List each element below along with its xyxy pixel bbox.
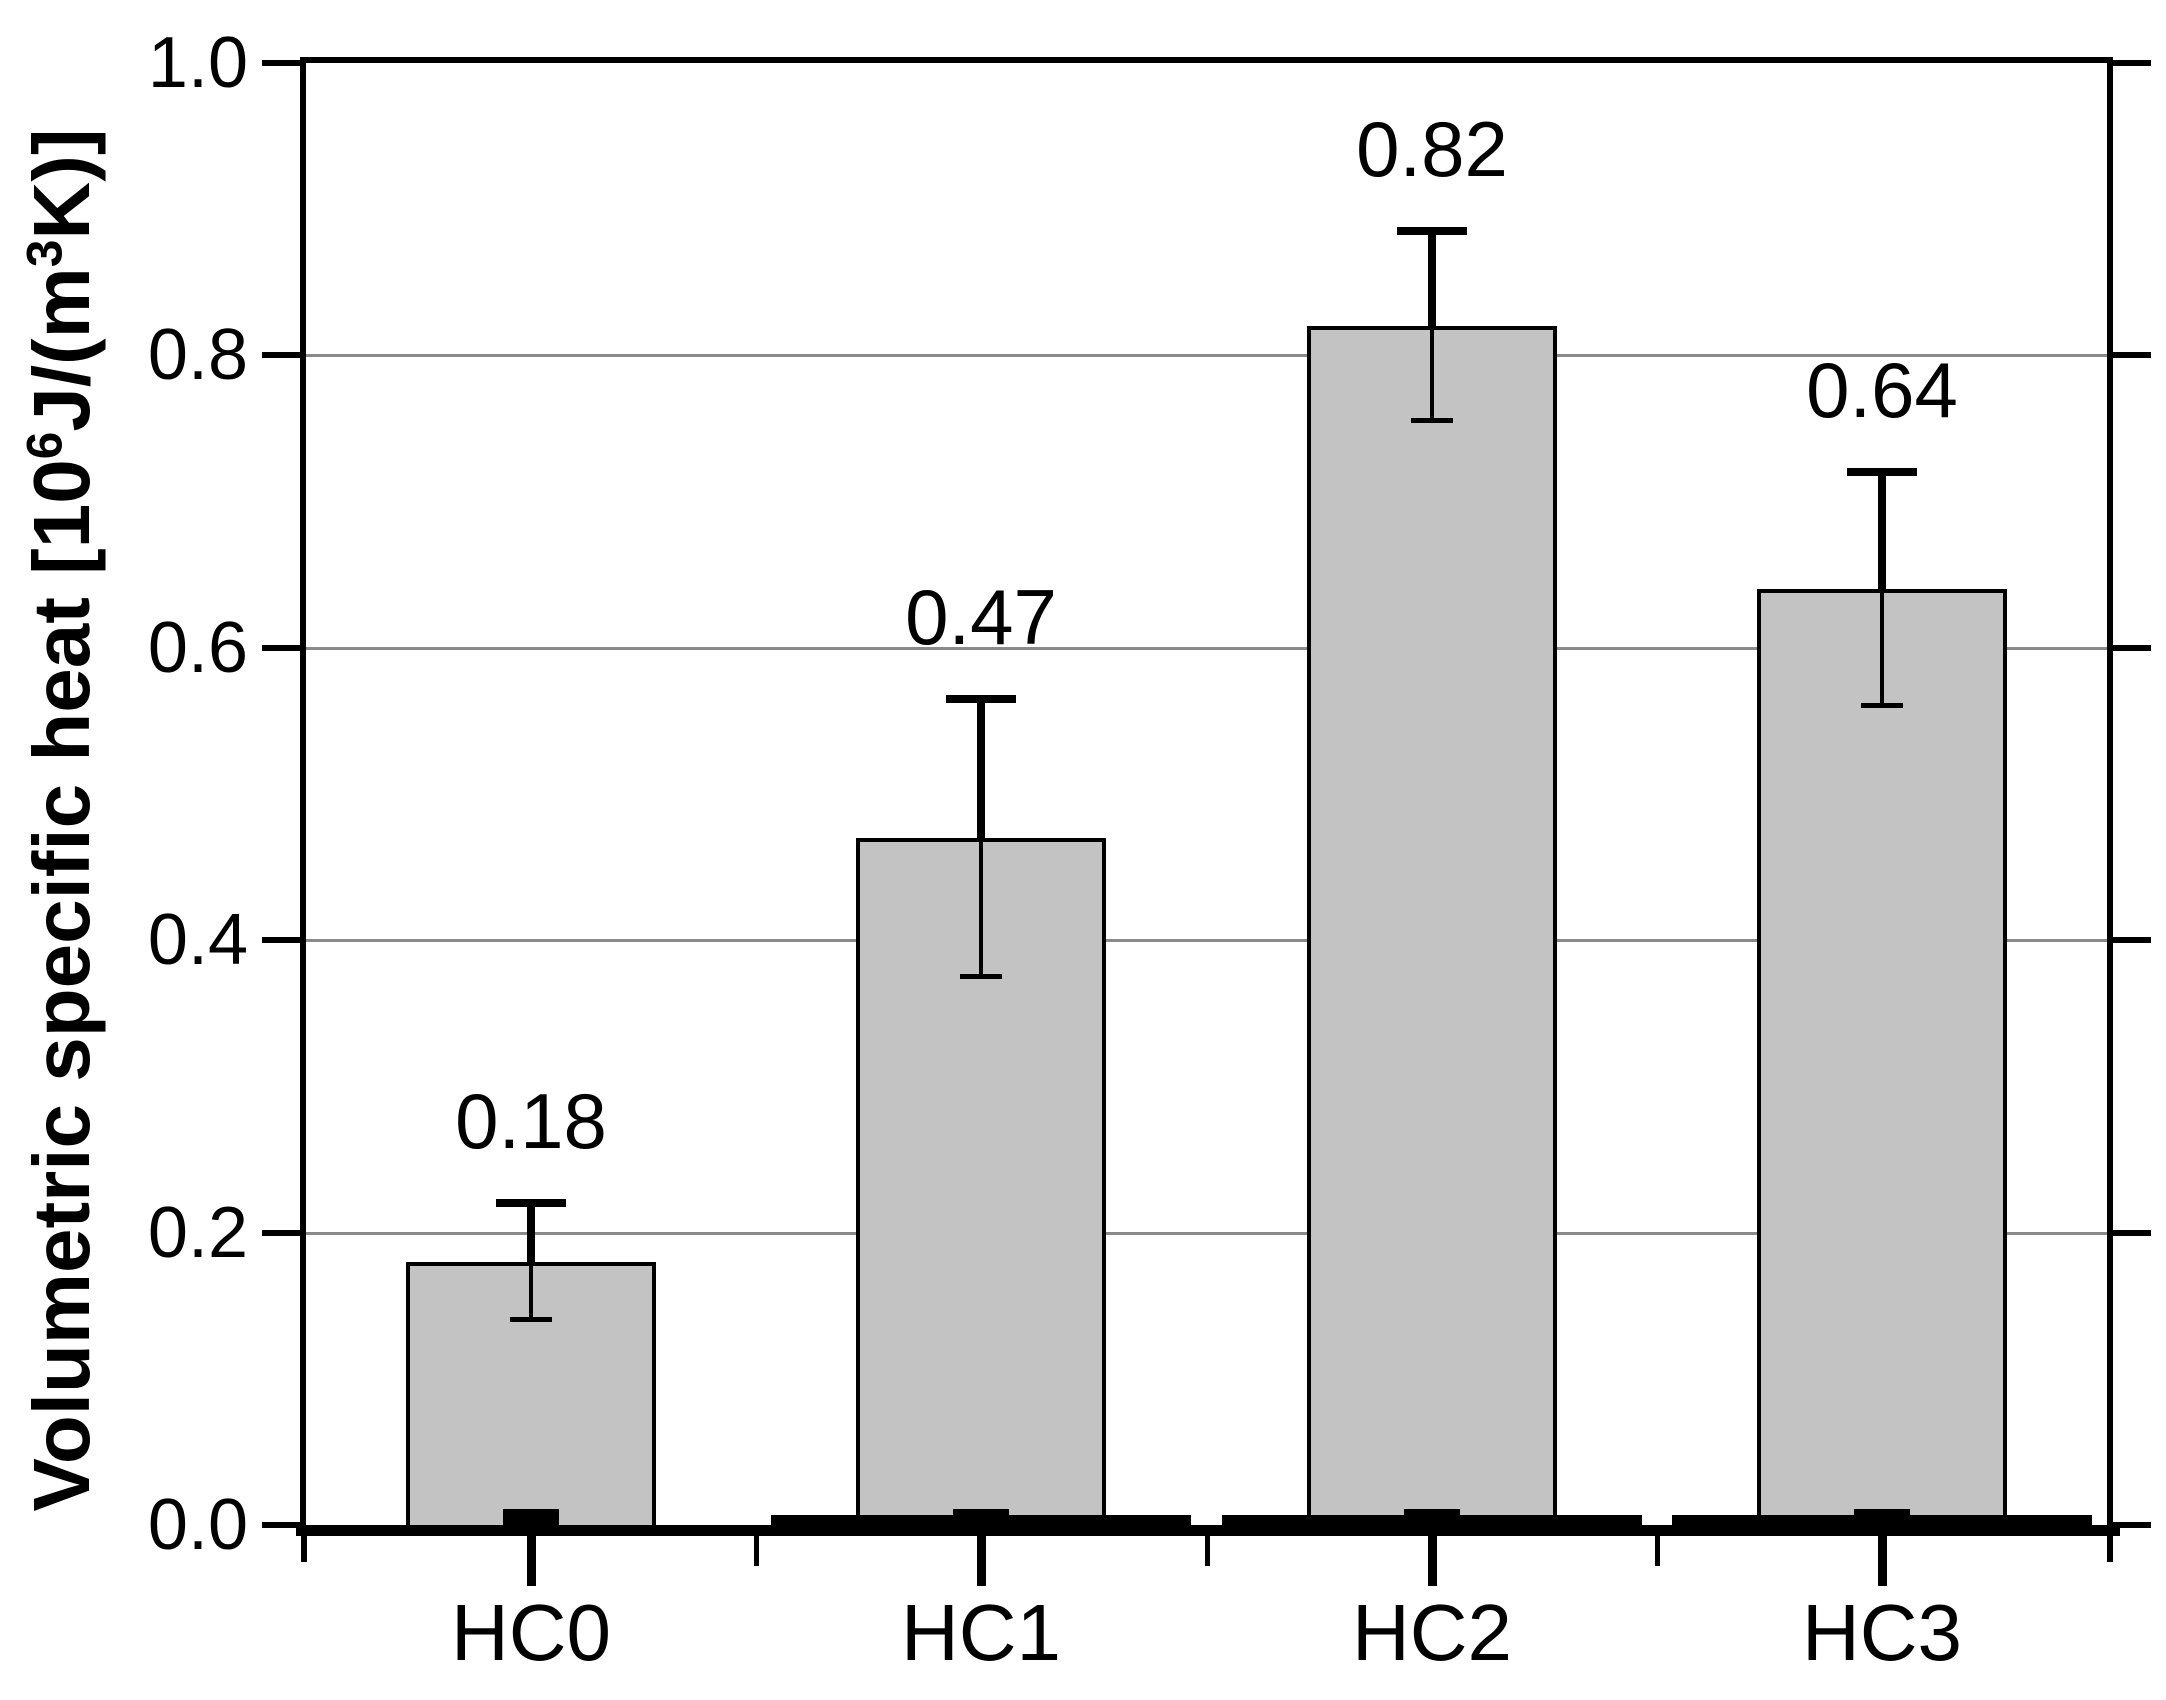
y-axis-tick-right	[2113, 1522, 2151, 1528]
y-axis-title-text: K)]	[17, 128, 106, 240]
y-axis-tick-left	[262, 352, 300, 358]
x-axis-tick-major	[1878, 1536, 1887, 1586]
error-bar-lower-cap	[1411, 418, 1453, 423]
x-axis-tick-major	[527, 1536, 536, 1586]
x-axis-tick-major	[1428, 1536, 1437, 1586]
error-bar-lower-cap	[960, 974, 1002, 979]
error-bar-upper-line	[1878, 472, 1886, 589]
plot-area: 0.18 0.47 0.82 0.64	[306, 63, 2107, 1525]
error-bar-upper-line	[977, 699, 985, 838]
baseline-tick-bump	[503, 1509, 559, 1525]
y-axis-tick-right	[2113, 352, 2151, 358]
y-axis-tick-right	[2113, 645, 2151, 651]
bar-value-label: 0.64	[1806, 346, 1958, 434]
error-bar-lower-line	[1880, 589, 1884, 706]
bar-value-label: 0.82	[1356, 105, 1508, 193]
error-bar-upper-line	[1428, 231, 1436, 326]
bar	[1307, 326, 1557, 1525]
error-bar-lower-line	[979, 838, 983, 977]
error-bar-lower-cap	[1861, 703, 1903, 708]
y-axis-title-superscript: 6	[16, 431, 73, 460]
error-bar-lower-line	[529, 1262, 533, 1320]
axis-spine-right	[2107, 57, 2113, 1536]
x-axis-tick-minor	[2107, 1536, 2113, 1562]
y-axis-tick-label: 0.6	[147, 608, 248, 688]
axis-spine-left	[300, 57, 306, 1536]
y-axis-tick-label: 0.0	[147, 1485, 248, 1565]
y-axis-tick-left	[262, 937, 300, 943]
baseline-tick-bump	[1854, 1509, 1910, 1525]
y-axis-tick-right	[2113, 1230, 2151, 1236]
error-bar-upper-cap	[946, 695, 1016, 703]
x-axis-category-label: HC1	[900, 1588, 1062, 1677]
bar-value-label: 0.47	[905, 573, 1057, 661]
y-axis-tick-label: 0.4	[147, 900, 248, 980]
baseline-tick-bump	[953, 1509, 1009, 1525]
x-axis-tick-major	[977, 1536, 986, 1586]
x-axis-category-label: HC0	[450, 1588, 612, 1677]
y-axis-tick-label: 1.0	[147, 23, 248, 103]
error-bar-upper-cap	[1847, 468, 1917, 476]
error-bar-lower-line	[1430, 326, 1434, 421]
y-axis-tick-left	[262, 60, 300, 66]
y-axis-tick-right	[2113, 60, 2151, 66]
axis-spine-bottom	[296, 1525, 2120, 1536]
y-axis-tick-label: 0.2	[147, 1193, 248, 1273]
gridline	[306, 1232, 2107, 1235]
x-axis-tick-minor	[1205, 1536, 1210, 1566]
y-axis-tick-right	[2113, 937, 2151, 943]
y-axis-tick-left	[262, 645, 300, 651]
axis-spine-top	[300, 57, 2113, 63]
error-bar-upper-cap	[496, 1199, 566, 1207]
error-bar-upper-line	[527, 1204, 535, 1262]
gridline	[306, 939, 2107, 942]
y-axis-title-superscript: 3	[16, 239, 73, 268]
x-axis-tick-minor	[301, 1536, 307, 1562]
bar-value-label: 0.18	[455, 1077, 607, 1165]
y-axis-tick-left	[262, 1522, 300, 1528]
y-axis-tick-label: 0.8	[147, 315, 248, 395]
bar	[1757, 589, 2007, 1525]
x-axis-tick-minor	[754, 1536, 759, 1566]
x-axis-tick-minor	[1655, 1536, 1660, 1566]
y-axis-tick-left	[262, 1230, 300, 1236]
y-axis-title: Volumetric specific heat [106J/(m3K)]	[12, 20, 112, 1620]
error-bar-upper-cap	[1397, 227, 1467, 235]
gridline	[306, 354, 2107, 357]
error-bar-lower-cap	[510, 1317, 552, 1322]
x-axis-category-label: HC3	[1801, 1588, 1963, 1677]
gridline	[306, 647, 2107, 650]
baseline-tick-bump	[1404, 1509, 1460, 1525]
x-axis-category-label: HC2	[1351, 1588, 1513, 1677]
